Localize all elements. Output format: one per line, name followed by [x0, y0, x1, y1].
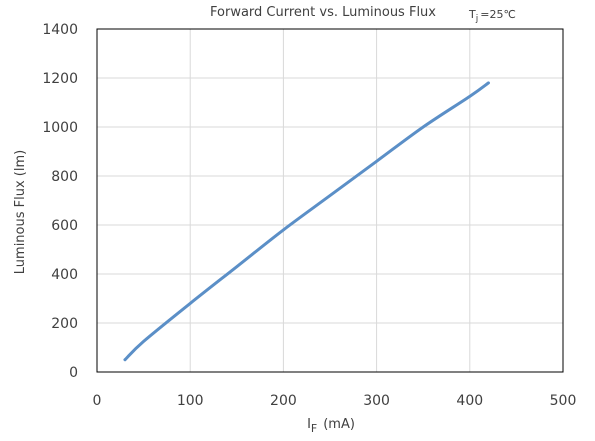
- annotation-symbol: T: [468, 8, 476, 21]
- y-axis-title: Luminous Flux (lm): [13, 150, 28, 274]
- temperature-annotation: Tj =25℃: [468, 8, 516, 24]
- x-tick-label-4: 400: [456, 393, 483, 409]
- y-tick-label-7: 1400: [42, 22, 78, 38]
- y-tick-label-4: 800: [51, 169, 78, 185]
- series-line-0: [123, 81, 490, 362]
- x-axis-unit: (mA): [323, 417, 355, 432]
- annotation-value: =25℃: [480, 8, 516, 21]
- x-axis-tick-labels: 0 100 200 300 400 500: [93, 393, 577, 409]
- x-tick-label-3: 300: [363, 393, 390, 409]
- y-tick-label-0: 0: [69, 365, 78, 381]
- x-axis-subscript: F: [311, 422, 317, 435]
- y-tick-label-5: 1000: [42, 120, 78, 136]
- y-tick-label-1: 200: [51, 316, 78, 332]
- x-tick-label-2: 200: [270, 393, 297, 409]
- chart-title: Forward Current vs. Luminous Flux: [210, 5, 436, 20]
- y-tick-label-6: 1200: [42, 71, 78, 87]
- y-axis-tick-labels: 0 200 400 600 800 1000 1200 1400: [42, 22, 78, 381]
- x-tick-label-0: 0: [93, 393, 102, 409]
- x-axis-title: IF (mA): [307, 417, 355, 435]
- y-tick-label-3: 600: [51, 218, 78, 234]
- grid-lines: [97, 29, 563, 372]
- plot-area-border: [96, 28, 564, 373]
- x-tick-label-1: 100: [177, 393, 204, 409]
- series-lines: [123, 81, 490, 362]
- y-tick-label-2: 400: [51, 267, 78, 283]
- x-axis-symbol: I: [307, 417, 311, 432]
- x-tick-label-5: 500: [550, 393, 577, 409]
- annotation-subscript: j: [475, 14, 479, 24]
